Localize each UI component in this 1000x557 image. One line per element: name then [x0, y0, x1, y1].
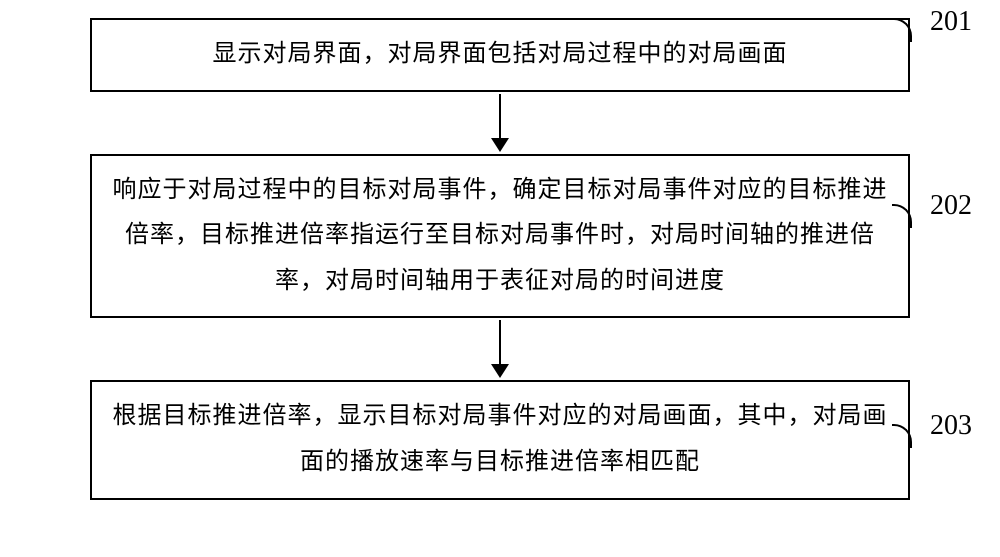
arrow-line [499, 320, 501, 364]
step-text: 根据目标推进倍率，显示目标对局事件对应的对局画面，其中，对局画面的播放速率与目标… [112, 394, 888, 485]
step-number-203: 203 [930, 410, 972, 442]
arrow-201-to-202 [491, 94, 509, 152]
step-box-203: 根据目标推进倍率，显示目标对局事件对应的对局画面，其中，对局画面的播放速率与目标… [90, 380, 910, 499]
arrow-202-to-203 [491, 320, 509, 378]
step-text: 显示对局界面，对局界面包括对局过程中的对局画面 [112, 32, 888, 78]
step-box-202: 响应于对局过程中的目标对局事件，确定目标对局事件对应的目标推进倍率，目标推进倍率… [90, 154, 910, 319]
step-text: 响应于对局过程中的目标对局事件，确定目标对局事件对应的目标推进倍率，目标推进倍率… [112, 168, 888, 305]
flowchart-container: 显示对局界面，对局界面包括对局过程中的对局画面 响应于对局过程中的目标对局事件，… [60, 18, 940, 500]
arrow-head-icon [491, 138, 509, 152]
arrow-line [499, 94, 501, 138]
step-number-202: 202 [930, 190, 972, 222]
step-number-201: 201 [930, 6, 972, 38]
step-box-201: 显示对局界面，对局界面包括对局过程中的对局画面 [90, 18, 910, 92]
arrow-head-icon [491, 364, 509, 378]
